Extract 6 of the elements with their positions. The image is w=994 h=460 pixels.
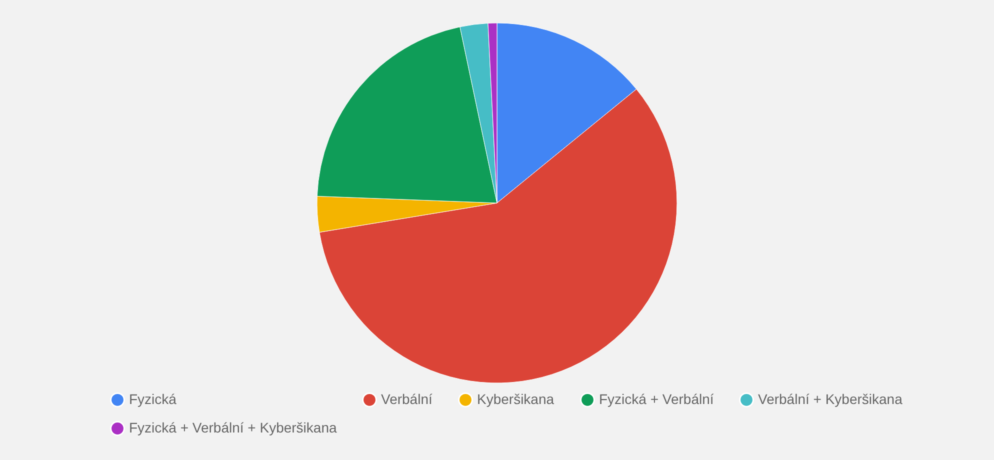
legend-label: Fyzická + Verbální + Kyberšikana (129, 420, 337, 436)
legend-label: Fyzická (129, 390, 177, 407)
legend-label: Verbální + Kyberšikana (758, 390, 903, 407)
legend-label: Kyberšikana (477, 390, 554, 407)
legend-label: Verbální (381, 390, 432, 407)
legend-label: Fyzická + Verbální (599, 390, 714, 407)
